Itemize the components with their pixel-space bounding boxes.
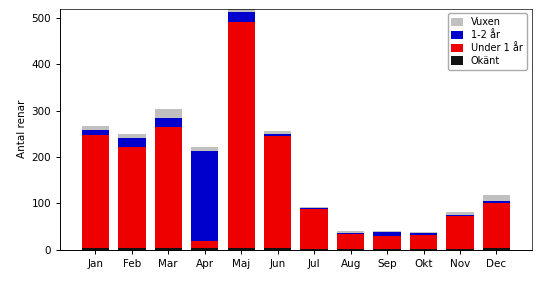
Bar <box>373 231 401 232</box>
Legend: Vuxen, 1-2 år, Under 1 år, Okänt: Vuxen, 1-2 år, Under 1 år, Okänt <box>448 13 527 70</box>
Bar <box>373 232 401 236</box>
Bar <box>227 7 255 12</box>
Bar <box>264 248 292 250</box>
Bar <box>300 249 328 250</box>
Bar <box>82 248 109 250</box>
Bar <box>155 109 182 118</box>
Bar <box>155 248 182 250</box>
Bar <box>446 216 473 249</box>
Bar <box>155 127 182 248</box>
Bar <box>337 232 364 234</box>
Bar <box>191 241 219 248</box>
Bar <box>337 249 364 250</box>
Bar <box>337 231 364 232</box>
Bar <box>227 248 255 250</box>
Bar <box>373 249 401 250</box>
Bar <box>264 136 292 248</box>
Bar <box>410 232 437 233</box>
Bar <box>410 233 437 235</box>
Bar <box>446 212 473 215</box>
Bar <box>446 215 473 216</box>
Bar <box>483 248 510 250</box>
Bar <box>191 147 219 151</box>
Bar <box>300 207 328 208</box>
Bar <box>118 248 146 250</box>
Bar <box>264 134 292 136</box>
Bar <box>82 135 109 248</box>
Bar <box>227 12 255 22</box>
Bar <box>483 201 510 203</box>
Bar <box>446 249 473 250</box>
Bar <box>483 203 510 248</box>
Bar <box>337 234 364 249</box>
Bar <box>82 130 109 135</box>
Bar <box>118 134 146 138</box>
Bar <box>155 118 182 127</box>
Bar <box>82 126 109 130</box>
Bar <box>410 249 437 250</box>
Bar <box>264 131 292 134</box>
Bar <box>227 22 255 248</box>
Bar <box>118 138 146 147</box>
Bar <box>118 147 146 248</box>
Bar <box>483 195 510 201</box>
Y-axis label: Antal renar: Antal renar <box>18 100 27 158</box>
Bar <box>410 235 437 249</box>
Bar <box>300 209 328 249</box>
Bar <box>191 151 219 241</box>
Bar <box>373 236 401 249</box>
Bar <box>191 248 219 250</box>
Bar <box>300 208 328 209</box>
